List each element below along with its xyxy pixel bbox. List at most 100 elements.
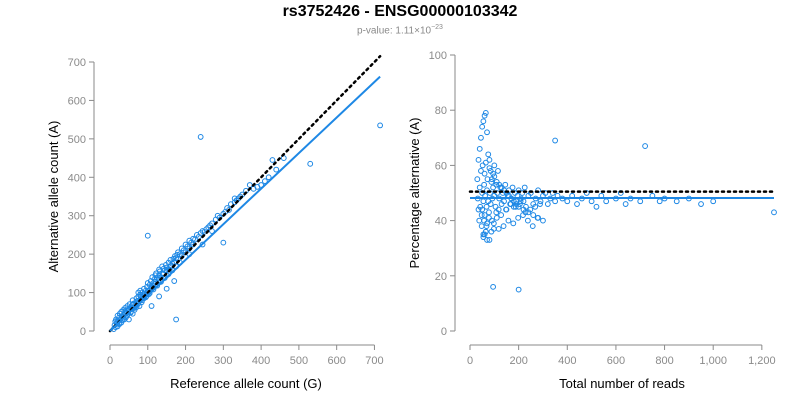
data-point	[485, 151, 492, 158]
data-point	[479, 162, 486, 169]
data-point	[220, 239, 227, 246]
data-point	[622, 201, 629, 207]
data-point	[481, 181, 488, 188]
data-point	[476, 184, 483, 191]
data-point	[656, 198, 663, 205]
data-points	[474, 110, 777, 293]
p-value-text: p-value: 1.11×10	[357, 25, 432, 37]
data-point	[482, 110, 489, 116]
data-point	[269, 157, 276, 163]
data-point	[226, 207, 232, 213]
data-point	[197, 134, 204, 140]
data-point	[476, 145, 483, 152]
data-point	[265, 174, 272, 181]
x-tick-label: 200	[176, 355, 194, 367]
y-tick-label: 0	[80, 326, 86, 338]
y-tick-label: 300	[68, 211, 86, 223]
x-tick-label: 1,000	[699, 355, 727, 367]
data-point	[192, 236, 198, 243]
y-tick-label: 80	[435, 105, 447, 117]
data-point	[502, 181, 509, 188]
data-point	[494, 190, 501, 196]
y-tick-label: 0	[441, 326, 447, 338]
data-point	[173, 316, 180, 323]
data-point	[480, 198, 487, 205]
data-point	[509, 184, 516, 191]
data-point	[490, 283, 497, 290]
data-point	[246, 182, 253, 188]
reference-line	[108, 54, 382, 333]
data-point	[534, 214, 541, 221]
y-tick-label: 700	[68, 57, 86, 69]
x-tick-label: 0	[107, 355, 113, 367]
data-point	[486, 156, 493, 163]
data-point	[537, 201, 543, 207]
data-point	[673, 198, 680, 205]
data-point	[231, 195, 238, 202]
data-point	[503, 206, 509, 213]
data-point	[583, 190, 590, 196]
data-point	[588, 198, 595, 205]
data-point	[710, 198, 717, 205]
data-point	[549, 190, 556, 196]
x-tick-label: 400	[252, 355, 270, 367]
data-point	[474, 176, 481, 183]
data-point	[490, 220, 497, 227]
data-point	[516, 201, 523, 207]
data-point	[475, 206, 482, 213]
data-point	[698, 201, 704, 207]
data-point	[148, 303, 155, 309]
data-point	[480, 118, 487, 125]
data-point	[199, 241, 206, 248]
data-point	[505, 217, 512, 224]
x-tick-label: 700	[365, 355, 383, 367]
data-point	[524, 217, 531, 224]
data-point	[483, 203, 490, 210]
data-point	[484, 129, 490, 136]
data-point	[476, 217, 483, 224]
x-tick-label: 400	[558, 355, 576, 367]
data-point	[499, 190, 506, 196]
data-point	[478, 223, 485, 230]
data-point	[515, 203, 522, 210]
data-point	[493, 209, 500, 216]
data-point	[481, 212, 488, 218]
data-point	[486, 237, 493, 243]
data-point	[137, 287, 144, 294]
data-point	[574, 201, 580, 207]
data-point	[519, 190, 526, 196]
data-point	[478, 134, 484, 141]
data-point	[532, 203, 539, 210]
x-tick-label: 800	[655, 355, 673, 367]
x-tick-label: 600	[607, 355, 625, 367]
data-point	[552, 137, 559, 144]
data-point	[495, 168, 501, 174]
data-point	[480, 234, 487, 241]
data-point	[486, 209, 492, 216]
data-point	[163, 285, 170, 292]
data-point	[478, 212, 485, 218]
data-point	[552, 198, 559, 205]
data-point	[481, 112, 488, 119]
data-point	[475, 156, 482, 163]
data-point	[593, 203, 600, 210]
data-point	[490, 170, 497, 177]
data-point	[510, 220, 517, 227]
panel-right: 0 20 40 60 80 100 0 200 400 600 800 1,000 1,200 Total…	[407, 50, 777, 391]
data-point	[529, 223, 536, 230]
data-point	[377, 122, 384, 129]
x-axis-label: Reference allele count (G)	[170, 376, 322, 391]
data-point	[512, 203, 519, 210]
data-point	[507, 201, 514, 207]
y-tick-label: 40	[435, 216, 447, 228]
y-tick-label: 100	[68, 288, 86, 300]
y-tick-label: 100	[429, 50, 447, 62]
x-tick-label: 0	[467, 355, 473, 367]
p-value-subtitle: p-value: 1.11×10−23	[0, 24, 800, 36]
data-point	[637, 198, 644, 205]
y-tick-label: 500	[68, 134, 86, 146]
y-tick-label: 60	[435, 160, 447, 172]
p-value-exponent: −23	[431, 24, 443, 31]
data-point	[122, 308, 129, 314]
